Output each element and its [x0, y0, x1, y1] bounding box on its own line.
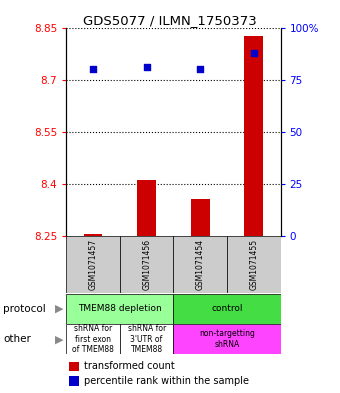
Text: shRNA for
3'UTR of
TMEM88: shRNA for 3'UTR of TMEM88: [128, 324, 166, 354]
Bar: [191, 199, 209, 236]
Text: protocol: protocol: [3, 303, 46, 314]
Bar: [173, 294, 280, 324]
Text: GSM1071455: GSM1071455: [249, 239, 258, 290]
Bar: [173, 324, 280, 354]
Text: control: control: [211, 305, 243, 313]
Text: ▶: ▶: [55, 334, 64, 344]
Text: ▶: ▶: [55, 303, 64, 314]
Point: [90, 66, 96, 72]
Text: GSM1071457: GSM1071457: [89, 239, 98, 290]
Text: non-targetting
shRNA: non-targetting shRNA: [199, 329, 255, 349]
Text: transformed count: transformed count: [84, 362, 175, 371]
Text: GDS5077 / ILMN_1750373: GDS5077 / ILMN_1750373: [83, 14, 257, 27]
Bar: [66, 294, 173, 324]
Bar: [84, 234, 102, 236]
Point: [198, 66, 203, 72]
Bar: [244, 36, 263, 236]
Point: [251, 50, 256, 56]
Point: [144, 64, 149, 70]
Bar: [120, 236, 173, 293]
Bar: [66, 324, 120, 354]
Bar: [227, 236, 280, 293]
Bar: [120, 324, 173, 354]
Text: GSM1071456: GSM1071456: [142, 239, 151, 290]
Text: GSM1071454: GSM1071454: [196, 239, 205, 290]
Text: shRNA for
first exon
of TMEM88: shRNA for first exon of TMEM88: [72, 324, 114, 354]
Text: percentile rank within the sample: percentile rank within the sample: [84, 376, 249, 386]
Text: other: other: [3, 334, 31, 344]
Bar: [69, 362, 79, 371]
Bar: [173, 236, 227, 293]
Text: TMEM88 depletion: TMEM88 depletion: [78, 305, 162, 313]
Bar: [69, 376, 79, 386]
Bar: [137, 180, 156, 236]
Bar: [66, 236, 120, 293]
